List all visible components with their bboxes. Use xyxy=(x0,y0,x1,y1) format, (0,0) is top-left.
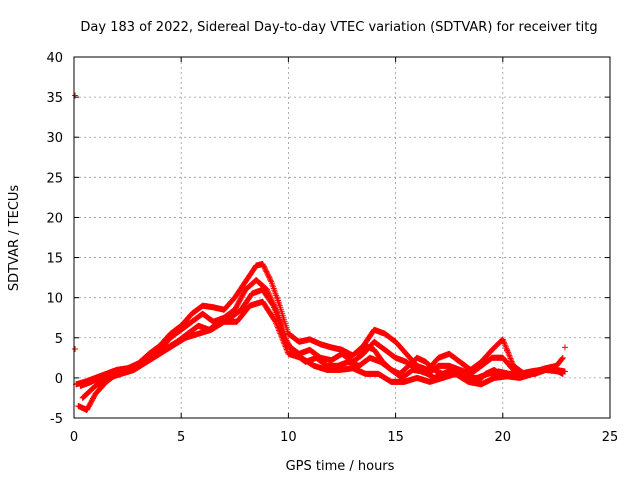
x-tick-label: 10 xyxy=(280,430,297,445)
data-point xyxy=(508,357,515,363)
plot-border xyxy=(73,56,611,419)
data-points xyxy=(72,92,568,413)
data-point xyxy=(263,268,270,275)
data-point xyxy=(273,321,280,328)
y-tick-label: 15 xyxy=(46,252,63,267)
data-point xyxy=(269,301,276,308)
x-tick-label: 5 xyxy=(177,430,185,445)
y-tick-label: 20 xyxy=(46,211,63,226)
data-point xyxy=(276,327,282,334)
data-point xyxy=(274,324,281,331)
x-tick-label: 0 xyxy=(70,430,78,445)
y-tick-label: -5 xyxy=(50,412,63,427)
y-tick-label: 10 xyxy=(46,292,63,307)
y-tick-label: 30 xyxy=(46,131,63,146)
data-point xyxy=(72,346,79,353)
data-point xyxy=(500,337,507,344)
y-tick-label: 25 xyxy=(46,171,63,186)
x-tick-label: 15 xyxy=(387,430,404,445)
data-point xyxy=(559,370,566,377)
data-point xyxy=(281,342,288,349)
data-point xyxy=(504,347,511,354)
data-point xyxy=(267,277,274,284)
data-point xyxy=(266,274,273,281)
y-tick-label: 40 xyxy=(46,51,63,66)
y-tick-label: 35 xyxy=(46,91,63,106)
data-point xyxy=(559,355,566,362)
y-tick-label: 5 xyxy=(55,332,63,347)
y-axis-label: SDTVAR / TECUs xyxy=(7,185,22,292)
tick-labels: 0 5 10 15 20 25 -5 0 5 10 15 20 25 30 35 40 xyxy=(46,51,618,445)
data-point xyxy=(508,370,515,377)
data-point xyxy=(277,331,284,338)
chart-title: Day 183 of 2022, Sidereal Day-to-day VTE… xyxy=(80,20,597,35)
y-tick-label: 0 xyxy=(55,372,63,387)
data-point xyxy=(260,262,267,269)
data-point xyxy=(561,344,568,351)
x-axis-label: GPS time / hours xyxy=(286,459,395,474)
x-tick-label: 20 xyxy=(495,430,512,445)
data-point xyxy=(502,342,509,349)
x-tick-label: 25 xyxy=(602,430,619,445)
data-point xyxy=(555,368,562,375)
data-point xyxy=(280,339,287,346)
data-point xyxy=(559,354,566,361)
data-point xyxy=(279,334,285,341)
